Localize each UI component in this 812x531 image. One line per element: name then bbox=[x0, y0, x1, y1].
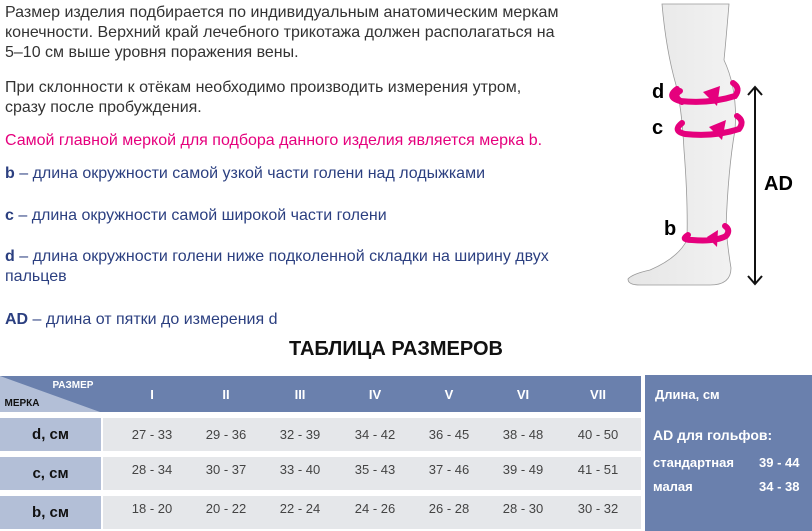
def-ad: AD – длина от пятки до измерения d bbox=[5, 311, 278, 328]
table-cell: 37 - 46 bbox=[428, 462, 470, 477]
edema-paragraph: При склонности к отёкам необходимо произ… bbox=[5, 79, 522, 116]
size-header-VII: VII bbox=[590, 386, 606, 402]
label-c: c bbox=[652, 117, 663, 139]
table-cell: 30 - 37 bbox=[205, 462, 247, 477]
table-cell: 41 - 51 bbox=[577, 462, 619, 477]
table-cell: 28 - 30 bbox=[502, 501, 544, 516]
table-cell: 26 - 28 bbox=[428, 501, 470, 516]
corner-measure-label: МЕРКА bbox=[4, 397, 40, 409]
table-title: ТАБЛИЦА РАЗМЕРОВ bbox=[289, 338, 503, 360]
table-cell: 24 - 26 bbox=[354, 501, 396, 516]
standard-label: стандартная bbox=[653, 455, 734, 470]
intro-paragraph: Размер изделия подбирается по индивидуал… bbox=[5, 4, 559, 61]
label-ad: AD bbox=[764, 173, 793, 195]
table-cell: 32 - 39 bbox=[279, 427, 321, 442]
length-panel: Длина, см AD для гольфов: стандартная 39… bbox=[645, 375, 812, 531]
table-row bbox=[103, 496, 641, 529]
size-header-VI: VI bbox=[516, 386, 530, 402]
size-header-I: I bbox=[150, 386, 154, 402]
table-cell: 38 - 48 bbox=[502, 427, 544, 442]
size-header-V: V bbox=[444, 386, 454, 402]
table-cell: 40 - 50 bbox=[577, 427, 619, 442]
table-cell: 36 - 45 bbox=[428, 427, 470, 442]
def-d: d – длина окружности голени ниже подколе… bbox=[5, 248, 549, 285]
corner-size-label: РАЗМЕР bbox=[52, 379, 94, 391]
table-cell: 33 - 40 bbox=[279, 462, 321, 477]
def-b: b – длина окружности самой узкой части г… bbox=[5, 165, 486, 182]
main-measure-note: Самой главной меркой для подбора данного… bbox=[5, 132, 543, 149]
leg-diagram: d c b AD bbox=[627, 3, 793, 286]
row-label: d, см bbox=[0, 418, 101, 451]
leg-shape bbox=[627, 3, 736, 286]
length-title: Длина, см bbox=[655, 387, 720, 402]
table-row bbox=[103, 418, 641, 451]
row-label: b, см bbox=[0, 496, 101, 529]
small-label: малая bbox=[653, 479, 693, 494]
table-cell: 22 - 24 bbox=[279, 501, 321, 516]
label-d: d bbox=[652, 81, 664, 103]
standard-value: 39 - 44 bbox=[759, 455, 800, 470]
size-header-IV: IV bbox=[368, 386, 382, 402]
row-label: c, см bbox=[0, 457, 101, 490]
table-header-row bbox=[0, 376, 641, 412]
label-b: b bbox=[664, 218, 676, 240]
corner-diagonal bbox=[0, 376, 100, 412]
table-cell: 29 - 36 bbox=[205, 427, 247, 442]
table-cell: 18 - 20 bbox=[131, 501, 173, 516]
ad-title: AD для гольфов: bbox=[653, 427, 773, 443]
def-c: c – длина окружности самой широкой части… bbox=[5, 207, 387, 224]
table-cell: 34 - 42 bbox=[354, 427, 396, 442]
size-header-III: III bbox=[294, 386, 306, 402]
table-cell: 30 - 32 bbox=[577, 501, 619, 516]
size-header-II: II bbox=[222, 386, 230, 402]
small-value: 34 - 38 bbox=[759, 479, 800, 494]
table-cell: 27 - 33 bbox=[131, 427, 173, 442]
table-row bbox=[103, 457, 641, 490]
table-cell: 28 - 34 bbox=[131, 462, 173, 477]
table-cell: 35 - 43 bbox=[354, 462, 396, 477]
table-cell: 20 - 22 bbox=[205, 501, 247, 516]
table-cell: 39 - 49 bbox=[502, 462, 544, 477]
